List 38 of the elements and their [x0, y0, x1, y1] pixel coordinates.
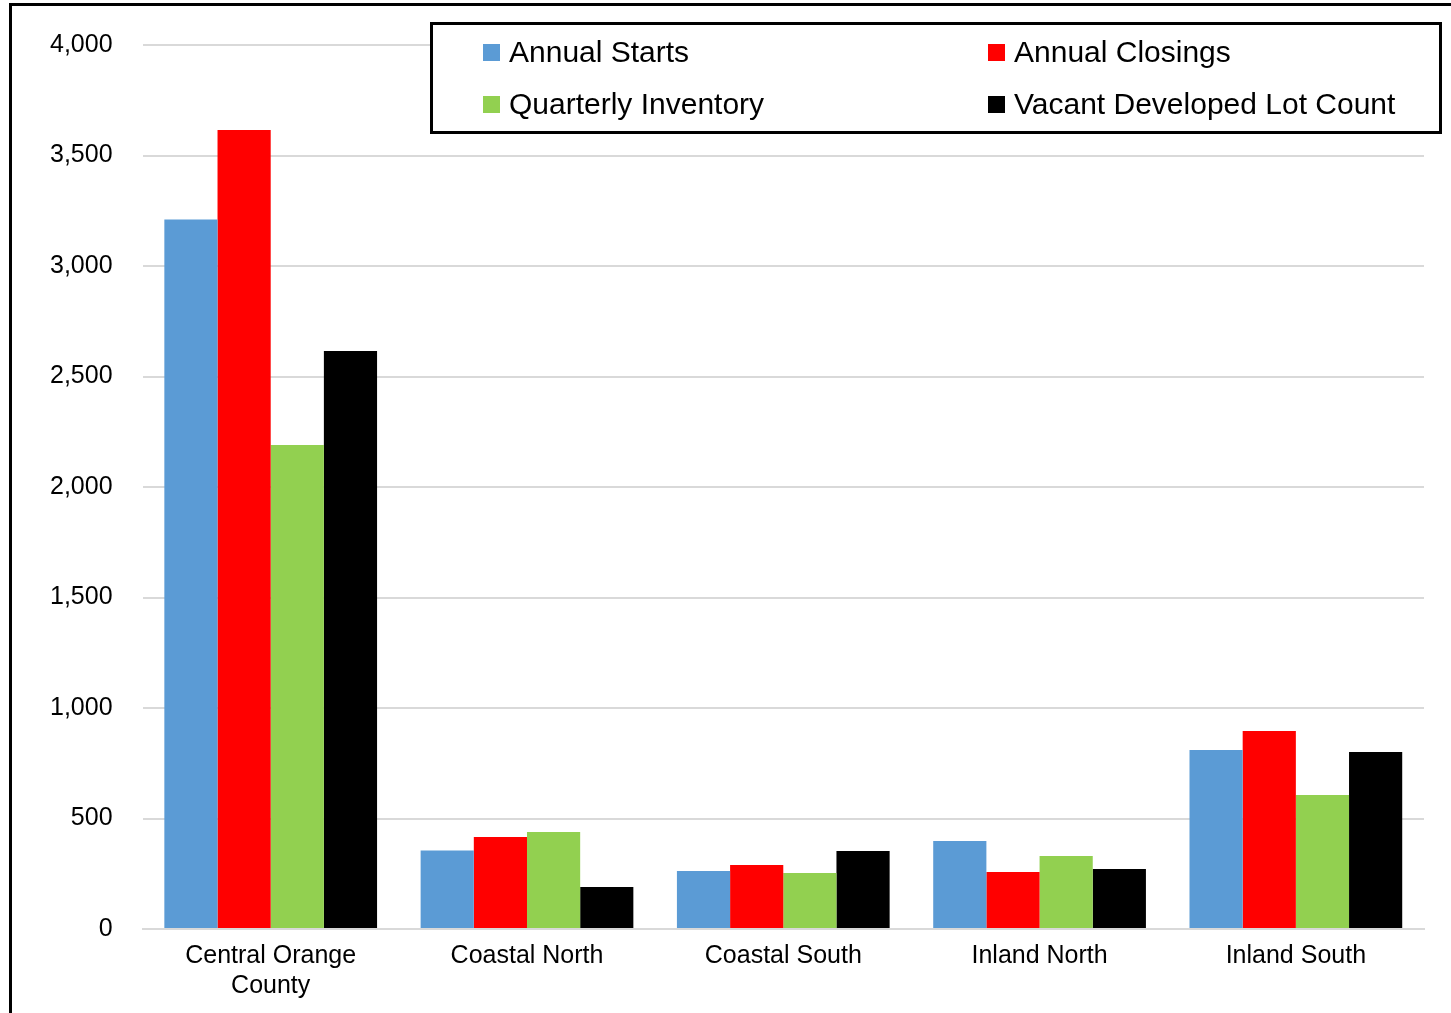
- bar: [270, 445, 324, 928]
- bar: [783, 873, 837, 928]
- bar: [1349, 751, 1403, 928]
- legend-label: Quarterly Inventory: [509, 87, 765, 121]
- y-tick-label: 3,500: [50, 139, 113, 168]
- y-tick-label: 2,500: [50, 360, 113, 389]
- bar: [323, 351, 378, 928]
- bar: [986, 871, 1040, 928]
- bar: [473, 837, 527, 928]
- y-tick-label: 4,000: [50, 28, 113, 57]
- x-tick-label: Coastal South: [704, 939, 862, 968]
- y-tick-label: 1,500: [50, 581, 113, 610]
- x-tick-label: Coastal North: [450, 939, 604, 968]
- bar: [526, 831, 581, 928]
- y-tick-label: 3,000: [50, 249, 113, 278]
- bar: [836, 850, 890, 928]
- bar: [730, 864, 784, 928]
- x-tick-label: Inland North: [971, 939, 1108, 968]
- bar: [420, 850, 474, 928]
- bar: [580, 887, 634, 928]
- legend-label: Annual Starts: [509, 35, 690, 69]
- x-tick-label: Central Orange County: [185, 939, 357, 998]
- bar: [676, 871, 731, 928]
- y-tick-label: 2,000: [50, 470, 113, 499]
- bar: [1189, 749, 1243, 928]
- bar: [217, 130, 271, 928]
- bar: [164, 219, 218, 928]
- y-tick-label: 0: [98, 912, 113, 941]
- y-tick-label: 500: [70, 802, 113, 831]
- legend-label: Annual Closings: [1014, 35, 1231, 69]
- legend-label: Vacant Developed Lot Count: [1014, 87, 1396, 121]
- bar: [1092, 869, 1146, 928]
- bar: [933, 841, 987, 928]
- bar: [1295, 795, 1350, 928]
- bar: [1242, 730, 1296, 928]
- y-tick-label: 1,000: [50, 691, 113, 720]
- bar: [1039, 856, 1093, 928]
- x-tick-label: Inland South: [1225, 939, 1367, 968]
